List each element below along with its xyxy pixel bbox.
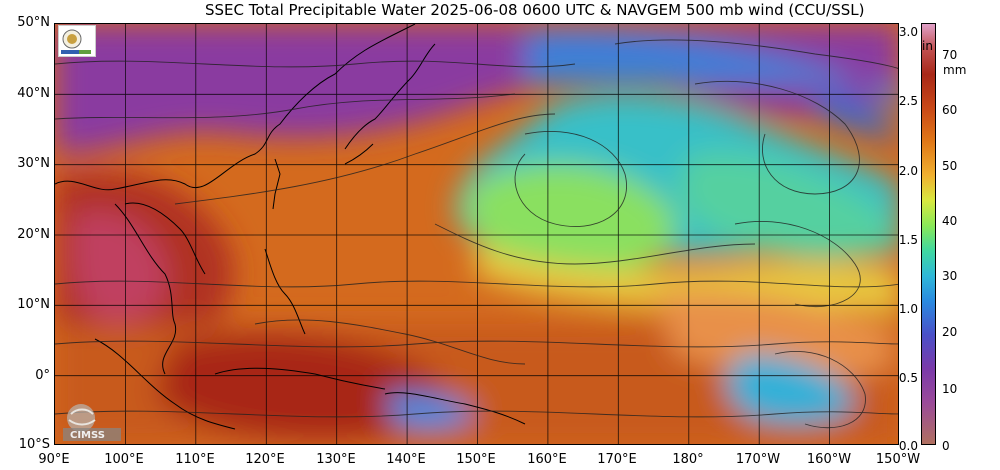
lon-label-90e: 90°E	[38, 452, 70, 467]
colorbar-mm-tick-70: 70	[942, 48, 958, 62]
tpw-field	[55, 24, 898, 444]
colorbar-inch-unit: in	[922, 39, 933, 53]
colorbar-mm-tick-0: 0	[942, 439, 950, 453]
colorbar-inch-tick-2-5: 2.5	[898, 94, 918, 108]
ssec-seal-icon	[61, 29, 91, 54]
map-title: SSEC Total Precipitable Water 2025-06-08…	[205, 1, 865, 19]
colorbar-mm-tick-50: 50	[942, 159, 958, 173]
coastlines	[55, 24, 526, 430]
colorbar-inch-tick-0-0: 0.0	[898, 439, 918, 453]
lon-label-180: 180°	[672, 452, 704, 467]
lon-label-120e: 120°E	[245, 452, 285, 467]
colorbar-inch-tick-0-5: 0.5	[898, 371, 918, 385]
lat-label-10s: 10°S	[18, 437, 50, 452]
ssec-logo	[58, 25, 96, 57]
colorbar-mm-tick-10: 10	[942, 382, 958, 396]
lon-label-100e: 100°E	[104, 452, 144, 467]
colorbar-mm-tick-20: 20	[942, 325, 958, 339]
wind-streamlines	[55, 39, 898, 429]
lon-label-160e: 160°E	[527, 452, 567, 467]
colorbar-mm-unit: mm	[943, 63, 967, 77]
colorbar-mm-tick-60: 60	[942, 103, 958, 117]
lat-label-30n: 30°N	[17, 156, 50, 171]
lon-label-150w: 150°W	[875, 452, 921, 467]
tpw-colorbar	[921, 23, 936, 445]
lat-label-10n: 10°N	[17, 297, 50, 312]
colorbar-inch-tick-2-0: 2.0	[898, 164, 918, 178]
lon-label-150e: 150°E	[456, 452, 496, 467]
lon-label-140e: 140°E	[386, 452, 426, 467]
lon-label-170w: 170°W	[735, 452, 781, 467]
colorbar-inch-tick-1-5: 1.5	[898, 233, 918, 247]
lon-label-130e: 130°E	[316, 452, 356, 467]
tpw-map	[54, 23, 899, 445]
colorbar-mm-tick-40: 40	[942, 214, 958, 228]
colorbar-inch-tick-1-0: 1.0	[898, 302, 918, 316]
colorbar-inch-tick-3-0: 3.0	[898, 25, 918, 39]
lat-label-20n: 20°N	[17, 227, 50, 242]
lat-label-0: 0°	[35, 368, 50, 383]
lon-label-170e: 170°E	[597, 452, 637, 467]
cimss-globe-icon	[63, 404, 121, 441]
lat-label-40n: 40°N	[17, 86, 50, 101]
lat-label-50n: 50°N	[17, 15, 50, 30]
lon-label-160w: 160°W	[806, 452, 852, 467]
cimss-logo-text: CIMSS	[70, 430, 105, 441]
graticule-lines	[55, 24, 898, 444]
cimss-logo	[57, 400, 127, 442]
lon-label-110e: 110°E	[175, 452, 215, 467]
colorbar-mm-tick-30: 30	[942, 269, 958, 283]
